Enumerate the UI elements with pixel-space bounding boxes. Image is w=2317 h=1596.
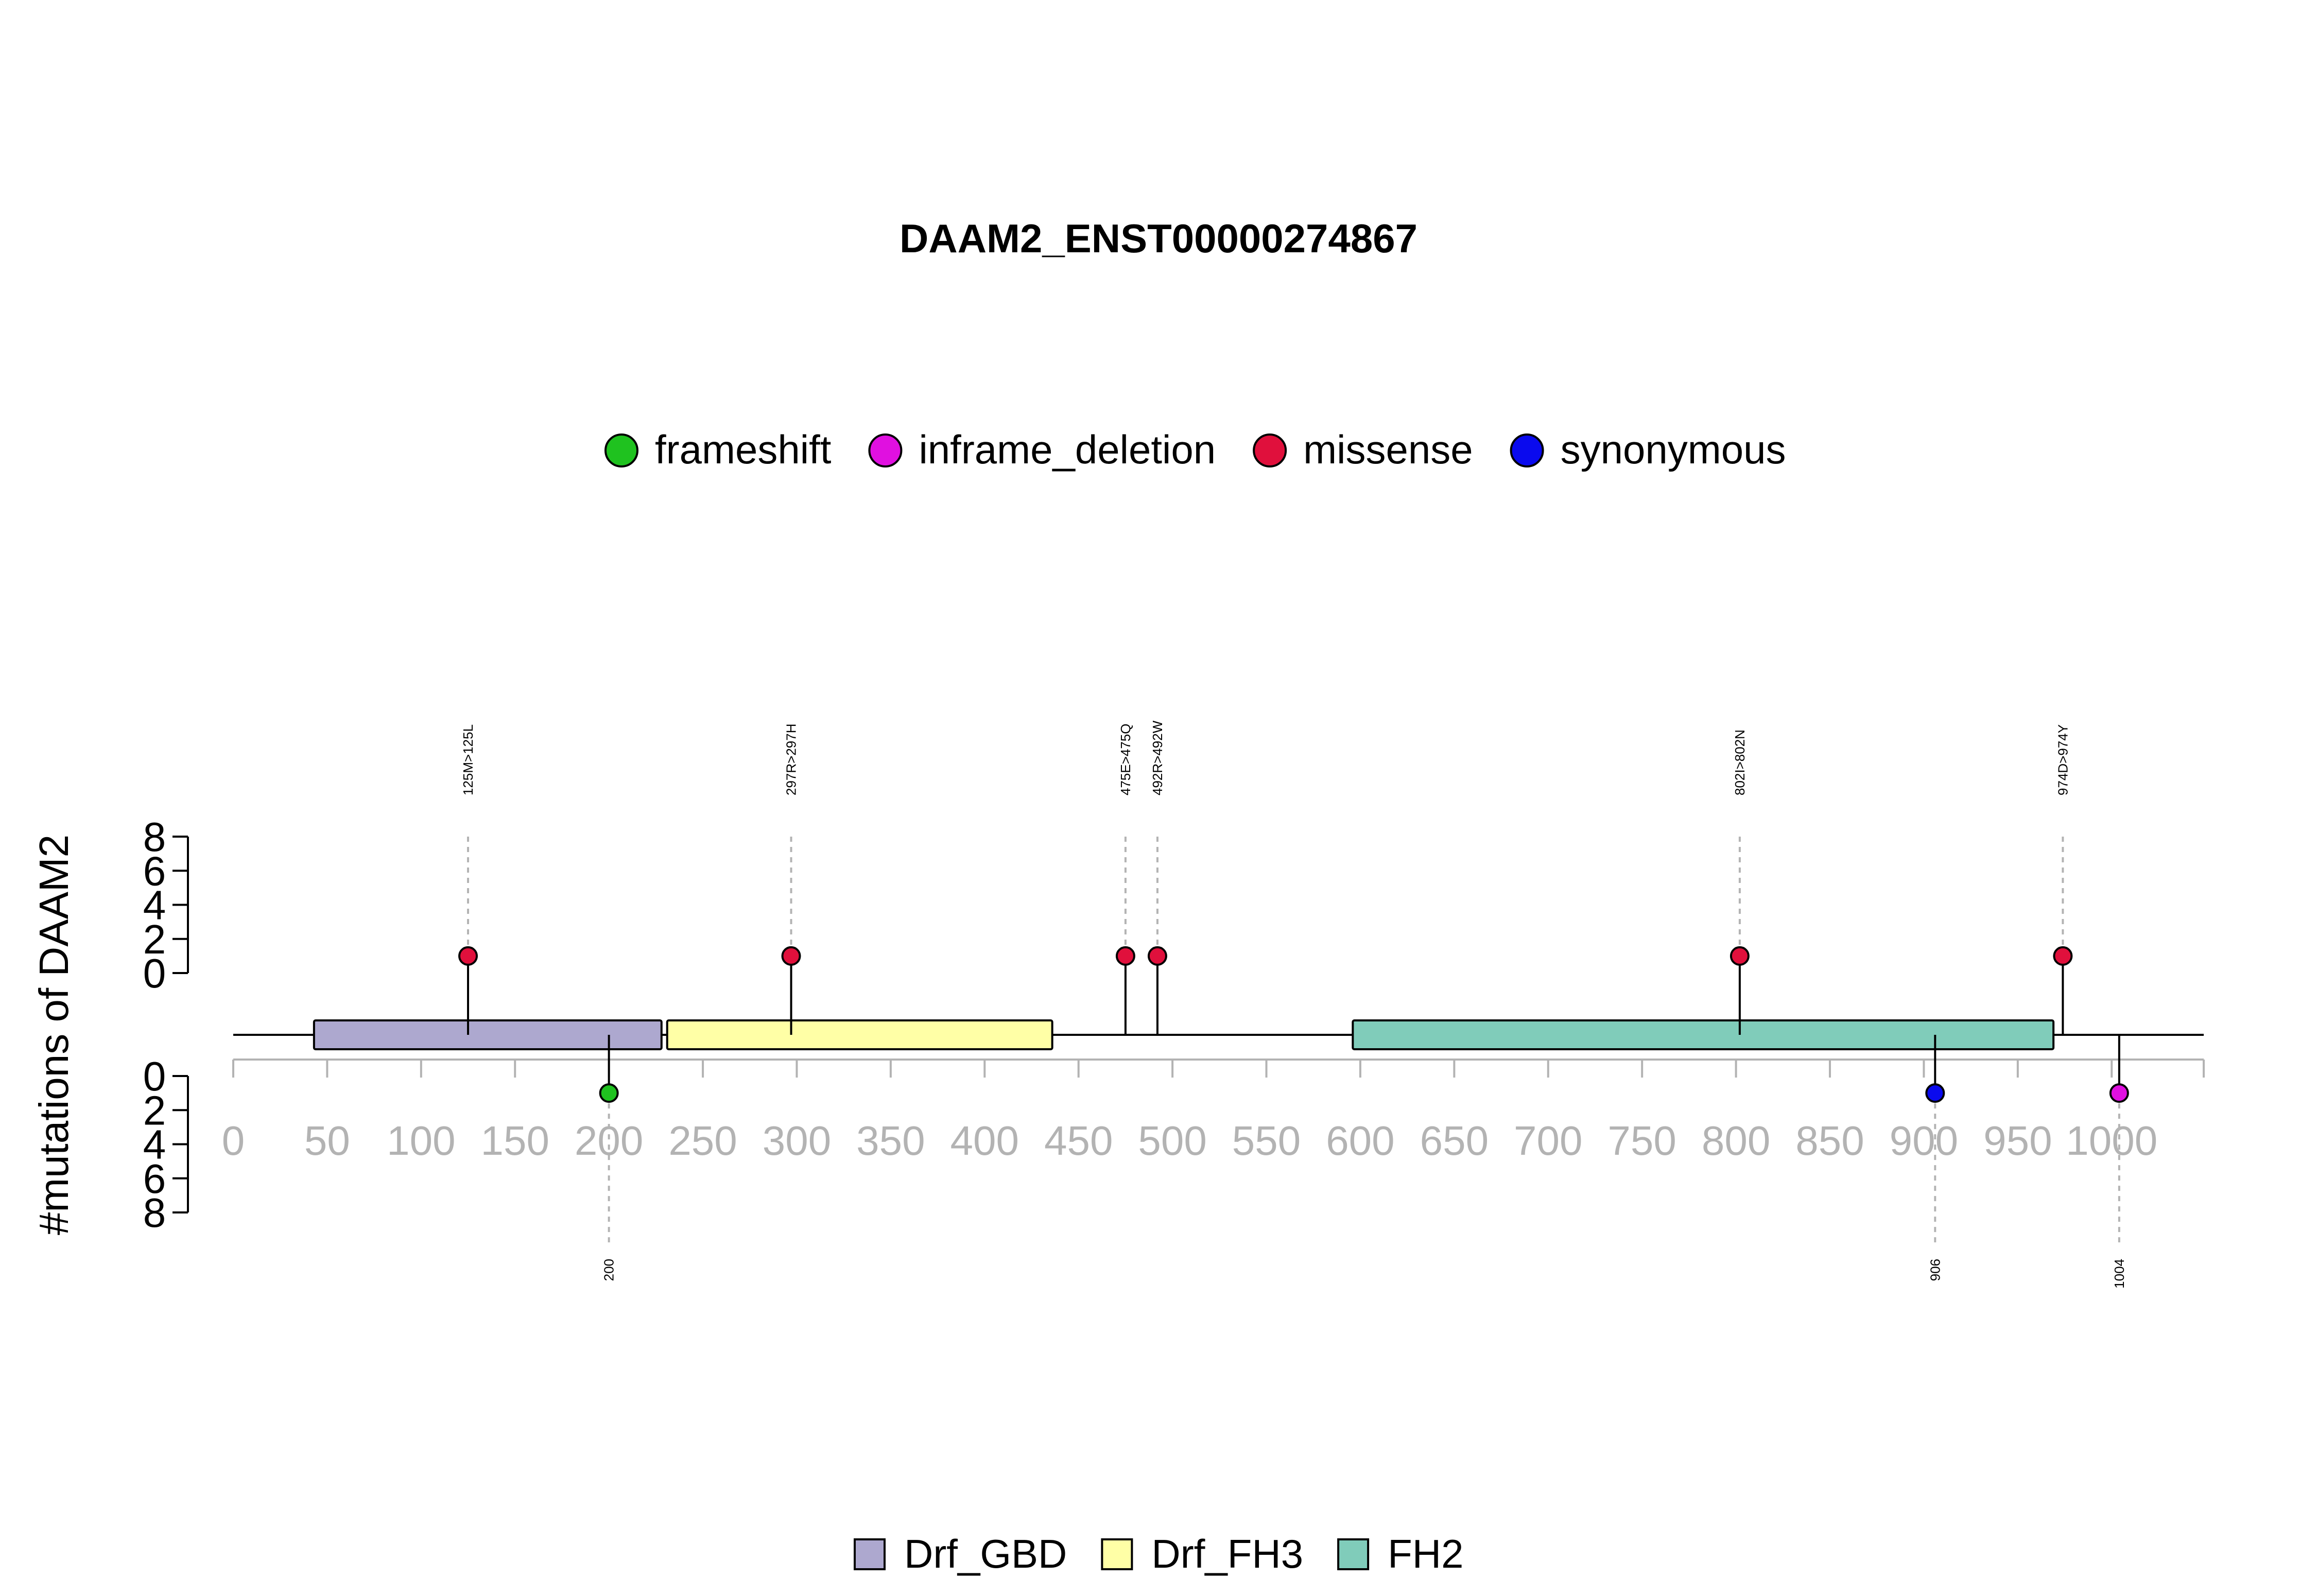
y-tick-label-bottom: 0 — [143, 1053, 166, 1099]
domain-boxes — [313, 1019, 2055, 1050]
x-tick-label: 50 — [304, 1118, 350, 1164]
y-tick-label-bottom: 8 — [143, 1190, 166, 1236]
legend-swatch-FH2 — [1337, 1538, 1370, 1570]
mutation-label-bottom: 906 — [1927, 1259, 1943, 1281]
lollipop-head-missense — [781, 946, 801, 966]
y-tick-label-bottom: 6 — [143, 1156, 166, 1202]
legend-label-inframe_deletion: inframe_deletion — [919, 427, 1216, 472]
mutation-legend: frameshift inframe_deletion missense synony… — [604, 427, 1786, 472]
lollipop-head-missense — [1115, 946, 1135, 966]
mutation-label-bottom: 200 — [601, 1259, 617, 1281]
x-tick-label: 700 — [1514, 1118, 1582, 1164]
x-tick-label: 600 — [1326, 1118, 1394, 1164]
x-tick-label: 0 — [222, 1118, 245, 1164]
x-tick-label: 850 — [1795, 1118, 1864, 1164]
mutation-label-top: 475E>475Q — [1118, 723, 1133, 795]
chart-title: DAAM2_ENST00000274867 — [900, 216, 1417, 261]
y-axis-label: #mutations of DAAM2 — [31, 835, 77, 1235]
lollipop-head-missense — [1147, 946, 1167, 966]
y-tick-label-bottom: 4 — [143, 1122, 166, 1168]
x-tick-label: 400 — [950, 1118, 1019, 1164]
x-tick-label: 250 — [668, 1118, 737, 1164]
lollipop-head-missense — [458, 946, 478, 966]
lollipop-head-missense — [2053, 946, 2073, 966]
x-tick-label: 150 — [480, 1118, 549, 1164]
mutation-label-top: 802I>802N — [1732, 730, 1748, 795]
x-tick-label: 800 — [1702, 1118, 1770, 1164]
x-tick-label: 450 — [1044, 1118, 1113, 1164]
legend-marker-frameshift — [604, 433, 638, 467]
x-tick-label: 100 — [387, 1118, 455, 1164]
lollipops-top: 125M>125L 297R>297H 475E>475Q 492R>492W 802I… — [458, 720, 2073, 1035]
y-tick-label-top: 4 — [143, 882, 166, 928]
legend-label-frameshift: frameshift — [655, 427, 832, 472]
x-tick-label: 750 — [1607, 1118, 1676, 1164]
legend-label-synonymous: synonymous — [1561, 427, 1786, 472]
x-tick-label: 900 — [1890, 1118, 1958, 1164]
lollipops-bottom: 200 906 1004 — [599, 1035, 2129, 1289]
x-tick-label: 300 — [763, 1118, 831, 1164]
y-tick-label-top: 8 — [143, 814, 166, 860]
legend-label-missense: missense — [1303, 427, 1473, 472]
legend-swatch-Drf_FH3 — [1101, 1538, 1133, 1570]
y-tick-label-top: 6 — [143, 848, 166, 894]
legend-label-FH2: FH2 — [1388, 1531, 1463, 1576]
y-tick-label-top: 2 — [143, 916, 166, 962]
lollipop-head-inframe_deletion — [2109, 1083, 2129, 1103]
mutation-label-top: 974D>974Y — [2055, 724, 2070, 795]
x-tick-label: 550 — [1232, 1118, 1301, 1164]
domain-FH2 — [1352, 1019, 2055, 1050]
legend-label-Drf_GBD: Drf_GBD — [904, 1531, 1067, 1576]
mutation-label-bottom: 1004 — [2112, 1259, 2127, 1289]
legend-marker-inframe_deletion — [868, 433, 903, 467]
x-tick-label: 500 — [1138, 1118, 1206, 1164]
x-axis: 0 50 100 150 200 250 300 350 400 450 500 550 600 650 7… — [222, 1059, 2205, 1164]
x-tick-label: 950 — [1983, 1118, 2052, 1164]
legend-marker-missense — [1253, 433, 1287, 467]
mutation-label-top: 297R>297H — [784, 724, 799, 796]
domain-legend: Drf_GBD Drf_FH3 FH2 — [854, 1531, 1463, 1576]
lollipop-head-missense — [1730, 946, 1750, 966]
mutation-label-top: 125M>125L — [460, 724, 476, 795]
legend-label-Drf_FH3: Drf_FH3 — [1151, 1531, 1303, 1576]
legend-marker-synonymous — [1510, 433, 1544, 467]
x-tick-label: 1000 — [2066, 1118, 2157, 1164]
lollipop-head-synonymous — [1925, 1083, 1945, 1103]
domain-Drf_FH3 — [666, 1019, 1053, 1050]
domain-Drf_GBD — [313, 1019, 663, 1050]
lollipop-head-frameshift — [599, 1083, 619, 1103]
x-tick-label: 650 — [1420, 1118, 1489, 1164]
mutation-label-top: 492R>492W — [1150, 720, 1165, 795]
x-tick-label: 350 — [856, 1118, 925, 1164]
y-tick-label-top: 0 — [143, 950, 166, 996]
y-tick-label-bottom: 2 — [143, 1087, 166, 1133]
legend-swatch-Drf_GBD — [854, 1538, 886, 1570]
